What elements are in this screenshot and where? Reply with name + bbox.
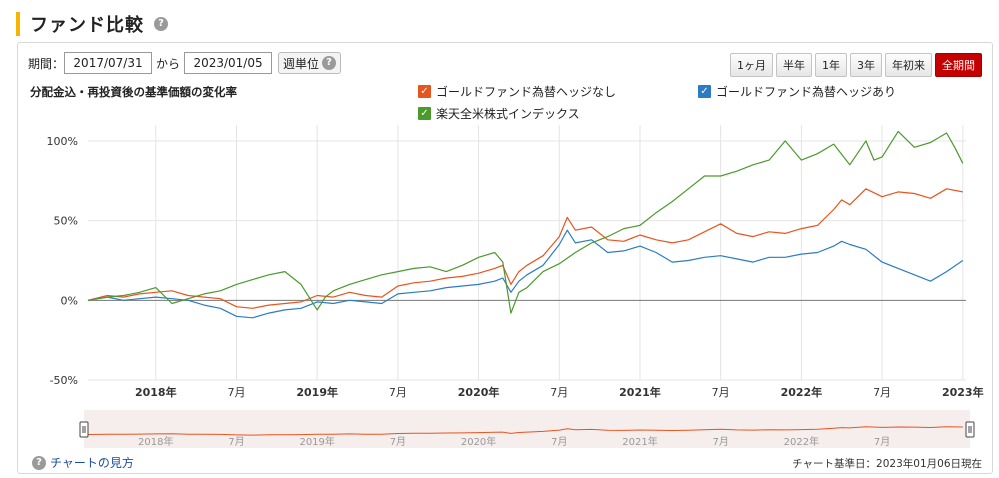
x-tick-label: 2022年 [781,385,823,399]
checkbox-icon: ✓ [698,85,711,98]
y-tick-label: 100% [47,135,78,148]
chart-panel: 期間： から 週単位 ? 1ヶ月 半年 1年 3年 年初来 全期間 分配金込・再… [17,42,993,474]
weekly-unit-button[interactable]: 週単位 ? [278,52,342,74]
range-buttons: 1ヶ月 半年 1年 3年 年初来 全期間 [730,53,982,77]
title-accent-bar [16,12,20,36]
y-tick-label: -50% [50,374,78,387]
x-tick-label: 7月 [550,386,568,399]
range-button-ytd[interactable]: 年初来 [885,53,932,77]
legend-item-gold-hedged[interactable]: ✓ ゴールドファンド為替ヘッジあり [698,83,896,100]
navigator-label: 2020年 [461,435,496,448]
navigator-handle-left[interactable] [79,421,89,438]
series-line-1 [87,188,963,309]
x-tick-label: 2018年 [135,385,177,399]
line-chart[interactable]: 100% 50% 0% -50% 2018年 7月 2019年 7月 2020年 7月 2021年 7… [18,43,992,453]
chart-base-date: チャート基準日：2023年01月06日現在 [792,458,982,470]
navigator-label: 7月 [551,436,567,448]
help-icon[interactable]: ? [154,17,168,31]
navigator-background [84,410,970,448]
navigator-label: 2019年 [299,435,334,448]
x-tick-label: 2023年 [942,385,984,399]
x-tick-label: 7月 [712,386,730,399]
chart-title: 分配金込・再投資後の基準価額の変化率 [30,85,237,99]
series-line-3 [87,130,964,314]
period-controls: 期間： から 週単位 ? [28,52,342,74]
navigator-label: 7月 [390,436,406,448]
page-header: ファンド比較 ? [16,10,168,38]
legend-label: 楽天全米株式インデックス [436,107,580,121]
x-tick-label: 7月 [389,386,407,399]
legend-label: ゴールドファンド為替ヘッジあり [716,85,897,99]
range-button-3y[interactable]: 3年 [850,53,882,77]
navigator-handle-right[interactable] [965,421,975,438]
handle-box [965,421,975,438]
page-title: ファンド比較 [30,15,144,36]
weekly-unit-label: 週単位 [283,56,320,71]
checkbox-icon: ✓ [418,107,431,120]
how-to-read-link[interactable]: ? チャートの見方 [32,454,134,471]
navigator-label: 7月 [874,436,890,448]
y-tick-label: 0% [61,294,78,307]
legend-item-us-index[interactable]: ✓ 楽天全米株式インデックス [418,105,580,122]
y-tick-label: 50% [54,215,78,228]
x-tick-label: 2019年 [296,385,338,399]
handle-box [79,421,89,438]
x-tick-label: 2021年 [619,385,661,399]
x-tick-label: 7月 [227,386,245,399]
navigator-label: 2022年 [784,435,819,448]
period-label: 期間： [28,56,65,71]
period-separator: から [156,56,181,71]
navigator-label: 2021年 [622,435,657,448]
range-button-all[interactable]: 全期間 [935,53,982,77]
help-icon: ? [322,56,337,70]
how-to-read-label: チャートの見方 [50,456,134,470]
navigator-label: 7月 [712,436,728,448]
navigator-line [87,426,963,436]
navigator-label: 7月 [228,436,244,448]
checkbox-icon: ✓ [418,85,431,98]
legend-label: ゴールドファンド為替ヘッジなし [436,85,617,99]
x-tick-label: 2020年 [458,385,500,399]
series-line-2 [87,229,964,319]
start-date-input[interactable] [64,52,153,74]
range-button-1m[interactable]: 1ヶ月 [730,53,773,77]
help-icon: ? [32,455,46,470]
range-button-1y[interactable]: 1年 [815,53,847,77]
x-tick-label: 7月 [873,386,891,399]
range-button-6m[interactable]: 半年 [776,53,812,77]
navigator-label: 2018年 [138,435,173,448]
legend-item-gold-unhedged[interactable]: ✓ ゴールドファンド為替ヘッジなし [418,83,616,100]
end-date-input[interactable] [184,52,273,74]
